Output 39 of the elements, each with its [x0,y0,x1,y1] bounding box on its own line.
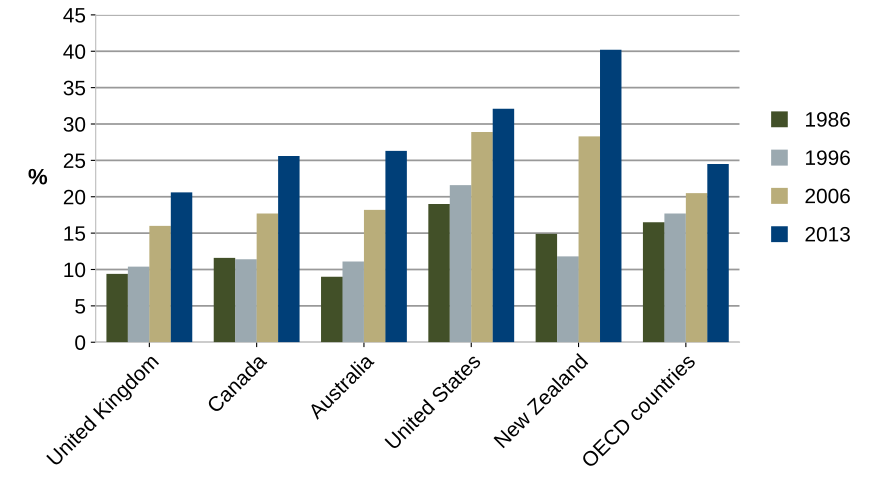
bar [557,256,579,342]
y-tick-label: 25 [64,153,86,168]
bar [214,258,236,342]
y-tick-label: 10 [64,262,86,278]
y-axis-title: % [28,168,48,184]
bar [321,276,342,342]
bar [642,222,664,342]
bar [686,193,708,342]
bar [428,204,450,342]
legend-label: 1996 [806,150,850,166]
y-tick-label: 15 [64,226,86,241]
y-tick-label: 45 [63,8,86,23]
legend-label: 2006 [806,188,850,204]
bar [492,108,514,342]
y-tick-label: 40 [63,44,86,60]
legend-label: 1986 [806,112,850,127]
bar [149,226,171,342]
bar [256,213,278,342]
bar [536,234,558,342]
y-tick-label: 0 [75,335,86,350]
bar [106,274,128,342]
bar [707,164,729,342]
bar [342,261,364,342]
bar [170,192,192,342]
bar [450,185,472,342]
bar [385,150,407,342]
bar [664,213,686,342]
bar [471,132,493,342]
bar [128,266,150,342]
bar [278,156,300,342]
bar [364,210,386,342]
bar [578,136,600,342]
y-tick-label: 35 [64,80,86,96]
bar [235,259,257,342]
y-tick-label: 20 [64,190,86,204]
bar [600,50,622,342]
y-tick-label: 5 [75,299,86,314]
y-tick-label: 30 [64,117,86,132]
legend-label: 2013 [806,226,850,242]
